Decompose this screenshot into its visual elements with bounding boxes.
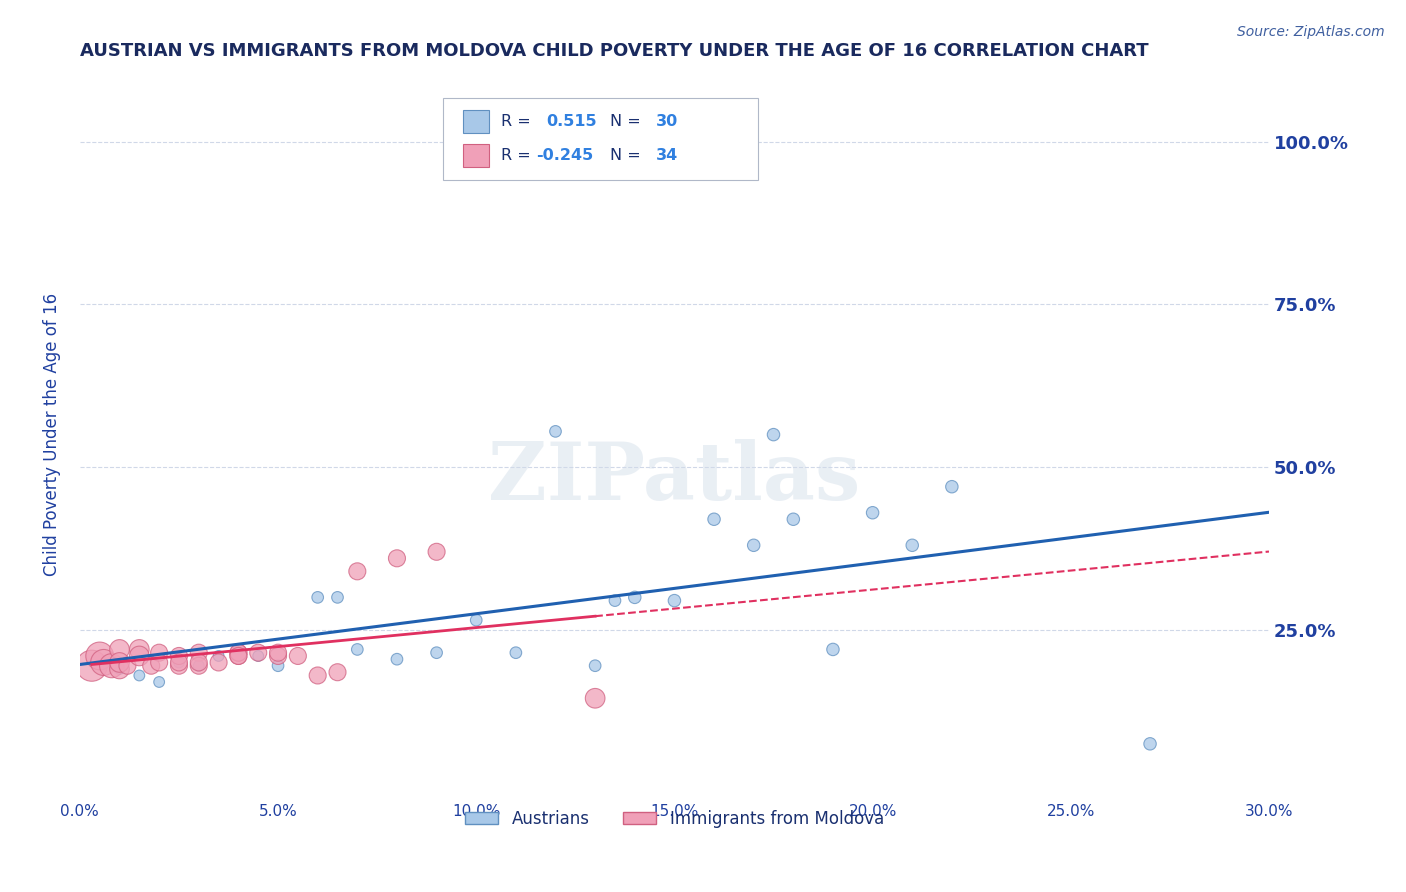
Point xyxy=(426,646,449,660)
Point xyxy=(228,648,250,663)
Point xyxy=(385,551,408,566)
Point xyxy=(1139,737,1161,751)
Point xyxy=(346,565,368,579)
FancyBboxPatch shape xyxy=(443,98,758,180)
Point xyxy=(117,658,139,673)
Point xyxy=(583,691,606,706)
Text: 34: 34 xyxy=(655,148,678,163)
Text: ZIPatlas: ZIPatlas xyxy=(488,439,860,516)
Point xyxy=(941,480,963,494)
Point xyxy=(603,593,626,607)
Point xyxy=(207,656,229,670)
Point xyxy=(187,656,209,670)
Point xyxy=(128,642,150,657)
Point xyxy=(187,646,209,660)
Bar xyxy=(463,111,489,133)
Point xyxy=(247,648,270,663)
Point xyxy=(307,668,329,682)
Text: N =: N = xyxy=(610,114,647,129)
Point xyxy=(128,668,150,682)
Point xyxy=(326,591,349,605)
Point xyxy=(167,648,190,663)
Point xyxy=(148,646,170,660)
Point xyxy=(100,658,122,673)
Point xyxy=(782,512,804,526)
Point xyxy=(148,656,170,670)
Point xyxy=(762,427,785,442)
Point xyxy=(93,656,115,670)
Point xyxy=(228,642,250,657)
Point xyxy=(703,512,725,526)
Point xyxy=(267,648,290,663)
Point xyxy=(583,658,606,673)
Text: Source: ZipAtlas.com: Source: ZipAtlas.com xyxy=(1237,25,1385,39)
Point xyxy=(287,648,309,663)
Text: R =: R = xyxy=(501,148,536,163)
Point xyxy=(228,648,250,663)
Point xyxy=(108,642,131,657)
Point xyxy=(307,591,329,605)
Point xyxy=(108,662,131,676)
Point xyxy=(89,648,111,663)
Point xyxy=(228,646,250,660)
Point xyxy=(465,613,488,627)
Point xyxy=(623,591,645,605)
Point xyxy=(207,648,229,663)
Text: 30: 30 xyxy=(655,114,678,129)
Point xyxy=(108,662,131,676)
Point xyxy=(267,658,290,673)
Point xyxy=(862,506,884,520)
Point xyxy=(346,642,368,657)
Point xyxy=(228,646,250,660)
Text: AUSTRIAN VS IMMIGRANTS FROM MOLDOVA CHILD POVERTY UNDER THE AGE OF 16 CORRELATIO: AUSTRIAN VS IMMIGRANTS FROM MOLDOVA CHIL… xyxy=(80,42,1149,60)
Bar xyxy=(463,144,489,167)
Point xyxy=(187,658,209,673)
Text: N =: N = xyxy=(610,148,647,163)
Point xyxy=(141,658,163,673)
Point xyxy=(267,646,290,660)
Point xyxy=(167,656,190,670)
Point xyxy=(821,642,844,657)
Y-axis label: Child Poverty Under the Age of 16: Child Poverty Under the Age of 16 xyxy=(44,293,60,576)
Point xyxy=(664,593,686,607)
Text: R =: R = xyxy=(501,114,536,129)
Point xyxy=(426,545,449,559)
Point xyxy=(80,658,103,673)
Point xyxy=(187,658,209,673)
Point xyxy=(128,648,150,663)
Point xyxy=(544,425,567,439)
Point xyxy=(108,656,131,670)
Text: -0.245: -0.245 xyxy=(537,148,593,163)
Point xyxy=(505,646,527,660)
Point xyxy=(148,675,170,690)
Point xyxy=(901,538,924,552)
Point xyxy=(247,646,270,660)
Legend: Austrians, Immigrants from Moldova: Austrians, Immigrants from Moldova xyxy=(458,803,890,834)
Point xyxy=(167,658,190,673)
Point xyxy=(385,652,408,666)
Point xyxy=(326,665,349,680)
Text: 0.515: 0.515 xyxy=(546,114,596,129)
Point xyxy=(742,538,765,552)
Point xyxy=(167,656,190,670)
